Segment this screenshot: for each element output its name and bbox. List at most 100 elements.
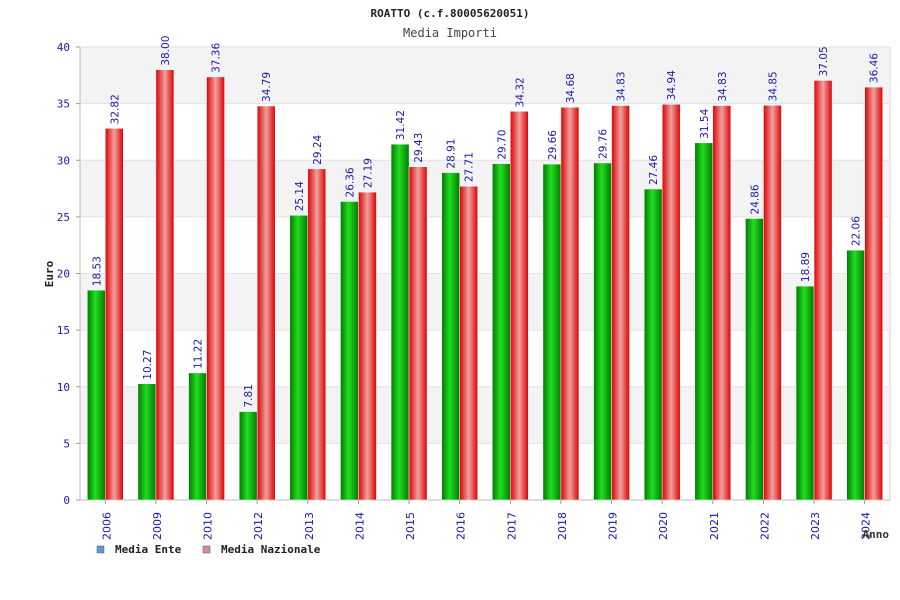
data-label: 32.82 bbox=[109, 94, 121, 124]
y-tick-label: 20 bbox=[57, 268, 70, 281]
legend-label-media-nazionale: Media Nazionale bbox=[221, 543, 321, 556]
bar-media-nazionale-2022 bbox=[763, 105, 782, 501]
bar-media-nazionale-2023 bbox=[813, 80, 833, 501]
x-tick-label: 2022 bbox=[758, 512, 771, 540]
x-tick-label: 2023 bbox=[809, 512, 822, 540]
x-tick-label: 2024 bbox=[860, 512, 873, 540]
legend: Media Ente Media Nazionale bbox=[96, 543, 321, 556]
y-tick-label: 15 bbox=[57, 324, 70, 337]
data-label: 37.36 bbox=[211, 43, 223, 73]
x-tick-label: 2014 bbox=[353, 512, 366, 540]
bar-media-nazionale-2015 bbox=[408, 166, 428, 501]
data-label: 27.46 bbox=[648, 155, 660, 185]
bar-media-nazionale-2024 bbox=[864, 86, 883, 501]
bar-media-nazionale-2006 bbox=[105, 128, 124, 501]
bar-media-nazionale-2020 bbox=[661, 104, 681, 501]
data-label: 34.83 bbox=[717, 71, 729, 101]
chart-subtitle: Media Importi bbox=[403, 26, 497, 40]
bar-media-ente-2013 bbox=[289, 215, 309, 501]
x-tick-label: 2010 bbox=[202, 512, 215, 540]
data-label: 18.53 bbox=[91, 256, 103, 286]
bar-media-ente-2012 bbox=[238, 411, 258, 501]
data-label: 34.68 bbox=[565, 73, 577, 103]
data-label: 26.36 bbox=[344, 167, 356, 197]
bar-media-nazionale-2012 bbox=[256, 105, 276, 501]
y-axis-label: Euro bbox=[43, 260, 56, 287]
bar-media-nazionale-2009 bbox=[155, 69, 175, 501]
bar-media-nazionale-2017 bbox=[510, 111, 529, 501]
data-label: 34.79 bbox=[261, 72, 273, 102]
x-tick-label: 2015 bbox=[404, 512, 417, 540]
bar-media-ente-2018 bbox=[542, 163, 562, 501]
bar-media-ente-2022 bbox=[745, 218, 764, 501]
y-tick-label: 35 bbox=[57, 98, 70, 111]
data-label: 34.83 bbox=[616, 71, 628, 101]
bar-media-ente-2010 bbox=[188, 372, 207, 501]
data-label: 31.42 bbox=[395, 110, 407, 140]
data-label: 38.00 bbox=[160, 36, 172, 66]
x-tick-label: 2020 bbox=[657, 512, 670, 540]
y-tick-label: 25 bbox=[57, 211, 70, 224]
data-label: 37.05 bbox=[818, 46, 830, 76]
data-label: 24.86 bbox=[749, 184, 761, 214]
bar-media-nazionale-2010 bbox=[206, 76, 225, 501]
bar-media-ente-2023 bbox=[795, 285, 815, 501]
chart-title: ROATTO (c.f.80005620051) bbox=[371, 7, 530, 20]
x-tick-label: 2016 bbox=[455, 512, 468, 540]
bar-media-nazionale-2018 bbox=[560, 106, 580, 501]
y-tick-label: 40 bbox=[57, 41, 70, 54]
x-tick-label: 2012 bbox=[252, 512, 265, 540]
x-tick-label: 2006 bbox=[100, 512, 113, 540]
data-label: 18.89 bbox=[800, 252, 812, 282]
bar-media-ente-2021 bbox=[694, 142, 714, 501]
y-tick-label: 10 bbox=[57, 381, 70, 394]
data-label: 34.94 bbox=[666, 70, 678, 100]
data-label: 34.32 bbox=[514, 77, 526, 107]
data-label: 11.22 bbox=[193, 339, 205, 369]
data-label: 28.91 bbox=[446, 139, 458, 169]
data-label: 29.66 bbox=[547, 130, 559, 160]
legend-swatch-media-ente bbox=[96, 545, 105, 554]
data-label: 36.46 bbox=[869, 53, 881, 83]
x-axis-label: Anno bbox=[863, 528, 890, 541]
data-label: 22.06 bbox=[851, 216, 863, 246]
bar-media-nazionale-2016 bbox=[459, 185, 478, 501]
x-tick-label: 2017 bbox=[505, 512, 518, 540]
bar-media-nazionale-2014 bbox=[358, 191, 377, 501]
bar-media-ente-2015 bbox=[390, 143, 410, 501]
data-label: 27.71 bbox=[464, 152, 476, 182]
data-label: 27.19 bbox=[362, 158, 374, 188]
data-label: 25.14 bbox=[294, 181, 306, 211]
x-tick-label: 2018 bbox=[556, 512, 569, 540]
y-tick-label: 0 bbox=[63, 494, 70, 507]
bar-media-ente-2006 bbox=[87, 289, 106, 501]
y-tick-label: 5 bbox=[63, 437, 70, 450]
bars: 18.53 32.82 10.27 38.00 11.22 37.36 7.81 34.79 2… bbox=[87, 36, 883, 501]
bar-media-ente-2019 bbox=[593, 162, 612, 501]
legend-label-media-ente: Media Ente bbox=[115, 543, 182, 556]
bar-media-ente-2009 bbox=[137, 383, 157, 501]
x-tick-label: 2009 bbox=[151, 512, 164, 540]
data-label: 34.85 bbox=[767, 71, 779, 101]
data-label: 29.70 bbox=[496, 130, 508, 160]
bar-media-nazionale-2019 bbox=[611, 105, 630, 501]
x-tick-label: 2013 bbox=[303, 512, 316, 540]
bar-media-ente-2014 bbox=[340, 201, 359, 501]
data-label: 31.54 bbox=[699, 108, 711, 138]
x-tick-label: 2021 bbox=[708, 512, 721, 540]
data-label: 29.43 bbox=[413, 133, 425, 163]
data-label: 29.24 bbox=[312, 134, 324, 164]
data-label: 7.81 bbox=[243, 384, 255, 407]
data-label: 29.76 bbox=[598, 129, 610, 159]
x-axis-ticks: 2006 2009 2010 2012 2013 2014 2015 2016 2017 2018… bbox=[100, 500, 873, 540]
legend-swatch-media-nazionale bbox=[202, 545, 211, 554]
bar-media-ente-2017 bbox=[492, 163, 511, 501]
bar-media-ente-2024 bbox=[846, 249, 865, 501]
y-tick-label: 30 bbox=[57, 154, 70, 167]
bar-media-nazionale-2021 bbox=[712, 105, 732, 501]
bar-media-ente-2016 bbox=[441, 172, 460, 501]
data-label: 10.27 bbox=[142, 350, 154, 380]
bar-media-ente-2020 bbox=[643, 188, 663, 501]
x-tick-label: 2019 bbox=[607, 512, 620, 540]
